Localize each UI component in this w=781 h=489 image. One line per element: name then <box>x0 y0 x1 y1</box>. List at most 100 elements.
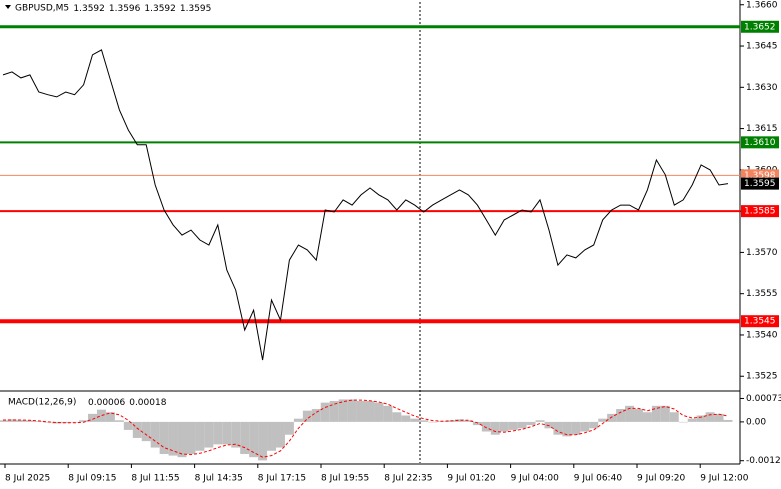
x-tick-label: 8 Jul 2025 <box>5 474 50 484</box>
x-tick-label: 8 Jul 14:35 <box>195 474 243 484</box>
macd-bar <box>642 412 652 422</box>
macd-bar <box>267 421 276 451</box>
x-tick-label: 8 Jul 22:35 <box>384 474 432 484</box>
macd-bar <box>79 420 89 422</box>
y-tick-label: 1.3555 <box>746 289 778 299</box>
macd-bar <box>419 420 429 422</box>
macd-bar <box>249 421 259 458</box>
macd-readout: 0.00006 0.00018 <box>88 398 167 408</box>
y-tick-label: 1.3540 <box>746 330 778 340</box>
level-label: 1.3652 <box>744 22 776 32</box>
x-tick-label: 8 Jul 19:55 <box>321 474 369 484</box>
ohlc-value: 1.3592 <box>73 4 105 14</box>
macd-bar <box>34 421 44 422</box>
macd-bar <box>231 421 241 448</box>
symbol-title: GBPUSD,M5 <box>15 4 69 14</box>
x-tick-label: 9 Jul 01:20 <box>447 474 496 484</box>
macd-bar <box>240 421 250 454</box>
signal-line <box>3 399 729 458</box>
macd-bar <box>481 421 491 432</box>
ohlc-value: 1.3596 <box>109 4 141 14</box>
macd-bar <box>114 420 124 422</box>
macd-bar <box>195 421 205 451</box>
macd-bar <box>374 402 384 422</box>
macd-bar <box>302 410 312 422</box>
macd-bar <box>132 421 142 438</box>
macd-bar <box>526 421 536 426</box>
price-line <box>2 49 729 361</box>
x-tick-label: 9 Jul 04:00 <box>511 474 560 484</box>
macd-bar <box>625 405 635 422</box>
macd-bar <box>651 405 661 422</box>
macd-bar <box>517 421 527 429</box>
macd-bar <box>634 409 643 422</box>
x-tick-label: 8 Jul 11:55 <box>131 474 179 484</box>
macd-bar <box>553 421 563 435</box>
macd-bar <box>204 421 214 448</box>
macd-bar <box>472 421 482 426</box>
macd-bar <box>392 412 402 422</box>
macd-bar <box>365 401 375 422</box>
macd-bar <box>52 421 62 424</box>
macd-bar <box>222 421 232 445</box>
macd-bar <box>213 421 223 445</box>
macd-bar <box>508 421 518 430</box>
macd-bar <box>598 418 608 422</box>
macd-bar <box>535 420 545 422</box>
macd-bar <box>96 409 106 422</box>
y-tick-label: 1.3615 <box>746 124 778 134</box>
macd-bar <box>383 405 393 422</box>
y-tick-label: 1.3660 <box>746 0 778 10</box>
macd-bar <box>562 421 572 437</box>
y-tick-label: 1.3645 <box>746 42 778 52</box>
y-tick-label: 1.3525 <box>746 372 778 382</box>
x-tick-label: 9 Jul 12:00 <box>700 474 749 484</box>
macd-bar <box>177 421 187 458</box>
macd-bar <box>669 412 679 422</box>
x-tick-label: 8 Jul 09:15 <box>68 474 116 484</box>
macd-bar <box>70 421 80 423</box>
level-label-bg <box>741 20 779 33</box>
x-tick-label: 9 Jul 09:20 <box>637 474 686 484</box>
macd-bar <box>463 420 473 422</box>
macd-bar <box>105 412 115 422</box>
macd-bar <box>338 399 348 422</box>
ohlc-value: 1.3592 <box>144 4 176 14</box>
level-label: 1.3598 <box>744 171 776 181</box>
macd-value: 0.00018 <box>129 398 166 408</box>
header-triangle <box>5 5 11 9</box>
macd-bar <box>490 421 500 435</box>
level-label-bg <box>741 315 779 328</box>
ohlc-readout: 1.3592 1.3596 1.3592 1.3595 <box>73 4 211 14</box>
macd-bar <box>428 421 438 423</box>
macd-bar <box>150 421 160 448</box>
macd-title: MACD(12,26,9) <box>8 398 76 408</box>
macd-bar <box>7 419 17 422</box>
macd-bar <box>159 421 169 454</box>
macd-bar <box>571 421 581 435</box>
macd-bar <box>660 405 670 422</box>
macd-bar <box>275 421 285 448</box>
y-tick-label: 0.00073 <box>746 394 781 404</box>
macd-value: 0.00006 <box>88 398 125 408</box>
macd-bar <box>311 409 321 422</box>
level-label: 1.3610 <box>744 138 776 148</box>
price-label: 1.3595 <box>744 179 776 189</box>
level-label-bg <box>741 136 779 149</box>
macd-bar <box>356 401 366 422</box>
macd-bar <box>696 415 706 422</box>
y-tick-label: 1.3630 <box>746 83 778 93</box>
macd-bar <box>705 412 715 422</box>
macd-bar <box>284 421 294 435</box>
macd-bar <box>329 401 339 422</box>
macd-bar <box>320 402 330 422</box>
macd-bar <box>607 413 617 422</box>
macd-bar <box>714 413 724 422</box>
ohlc-value: 1.3595 <box>180 4 212 14</box>
macd-bar <box>401 415 411 422</box>
level-label-bg <box>741 205 779 218</box>
x-tick-label: 9 Jul 06:40 <box>574 474 623 484</box>
x-tick-label: 8 Jul 17:15 <box>258 474 306 484</box>
macd-bar <box>43 421 53 423</box>
